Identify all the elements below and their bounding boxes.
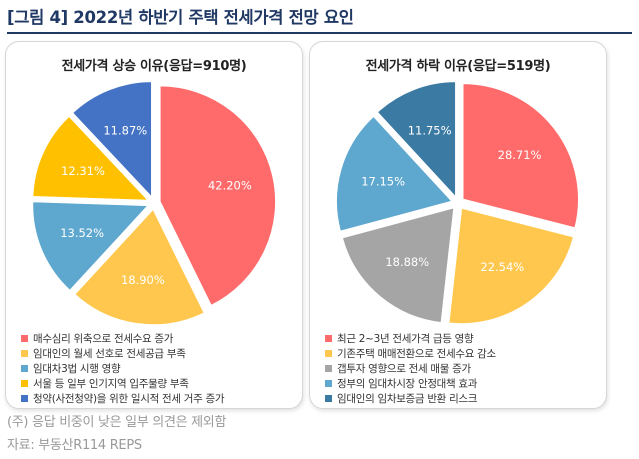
pie-slice: [341, 206, 455, 324]
pie-slice: [376, 80, 457, 200]
title-underline: [7, 32, 632, 34]
chart-panel-rise: 전세가격 상승 이유(응답=910명) 42.20% 18.90% 13.52% 12…: [5, 41, 303, 409]
figure-title: [그림 4] 2022년 하반기 주택 전세가격 전망 요인: [7, 8, 354, 27]
slice-data-label: 42.20%: [208, 178, 252, 192]
pie-slice: [447, 206, 575, 325]
source-note: 자료: 부동산R114 REPS: [7, 438, 142, 453]
legend-swatch: [21, 335, 28, 342]
legend-item: 기존주택 매매전환으로 전세수요 감소: [325, 346, 496, 361]
legend-label: 매수심리 위축으로 전세수요 증가: [33, 333, 174, 345]
slice-data-label: 18.88%: [385, 255, 429, 269]
legend-item: 임대차3법 시행 영향: [21, 361, 224, 376]
legend-label: 서울 등 일부 인기지역 입주물량 부족: [33, 378, 189, 390]
slice-data-label: 11.75%: [408, 123, 452, 137]
legend-label: 임대차3법 시행 영향: [33, 363, 121, 375]
pie-slice: [31, 200, 151, 292]
pie-slice: [73, 207, 206, 326]
chart-title-rise: 전세가격 상승 이유(응답=910명): [61, 59, 247, 74]
legend-item: 임대인의 월세 선호로 전세공급 부족: [21, 346, 224, 361]
slice-data-label: 11.87%: [103, 124, 147, 138]
slice-data-label: 22.54%: [480, 260, 524, 274]
legend-item: 최근 2~3년 전세가격 급등 영향: [325, 331, 496, 346]
slice-data-label: 18.90%: [121, 273, 165, 287]
slice-data-label: 13.52%: [60, 226, 104, 240]
pie-slice: [335, 115, 454, 233]
pie-chart-fall: 28.71% 22.54% 18.88% 17.15% 11.75%: [335, 80, 580, 325]
legend-label: 임대인의 월세 선호로 전세공급 부족: [33, 348, 186, 360]
legend-swatch: [325, 335, 332, 342]
pie-slice: [31, 114, 151, 202]
pie-slice: [159, 84, 277, 307]
legend-item: 임대인의 임차보증금 반환 리스크: [325, 391, 496, 406]
legend-label: 갭투자 영향으로 전세 매물 증가: [337, 363, 471, 375]
chart-panel-fall: 전세가격 하락 이유(응답=519명) 28.71% 22.54% 18.88% 17…: [309, 41, 607, 409]
legend-swatch: [325, 395, 332, 402]
slice-data-label: 28.71%: [498, 148, 542, 162]
chart-title-fall: 전세가격 하락 이유(응답=519명): [365, 59, 551, 74]
pie-slice: [461, 82, 580, 230]
legend-label: 기존주택 매매전환으로 전세수요 감소: [337, 348, 496, 360]
legend-label: 정부의 임대차시장 안정대책 효과: [337, 378, 478, 390]
legend-swatch: [325, 380, 332, 387]
slice-data-label: 12.31%: [61, 164, 105, 178]
legend-swatch: [21, 395, 28, 402]
legend-item: 정부의 임대차시장 안정대책 효과: [325, 376, 496, 391]
legend-item: 갭투자 영향으로 전세 매물 증가: [325, 361, 496, 376]
pie-chart-rise: 42.20% 18.90% 13.52% 12.31% 11.87%: [31, 80, 277, 326]
legend-swatch: [21, 365, 28, 372]
legend-swatch: [21, 350, 28, 357]
legend-swatch: [21, 380, 28, 387]
footnote: (주) 응답 비중이 낮은 일부 의견은 제외함: [7, 415, 227, 430]
legend-label: 임대인의 임차보증금 반환 리스크: [337, 393, 478, 405]
slice-data-label: 17.15%: [361, 174, 405, 188]
legend-label: 청약(사전청약)을 위한 일시적 전세 거주 증가: [33, 393, 225, 405]
legend-swatch: [325, 350, 332, 357]
legend-item: 매수심리 위축으로 전세수요 증가: [21, 331, 224, 346]
legend-item: 서울 등 일부 인기지역 입주물량 부족: [21, 376, 224, 391]
legend-item: 청약(사전청약)을 위한 일시적 전세 거주 증가: [21, 391, 225, 406]
legend-label: 최근 2~3년 전세가격 급등 영향: [337, 333, 474, 345]
pie-slice: [71, 80, 153, 200]
legend-swatch: [325, 365, 332, 372]
